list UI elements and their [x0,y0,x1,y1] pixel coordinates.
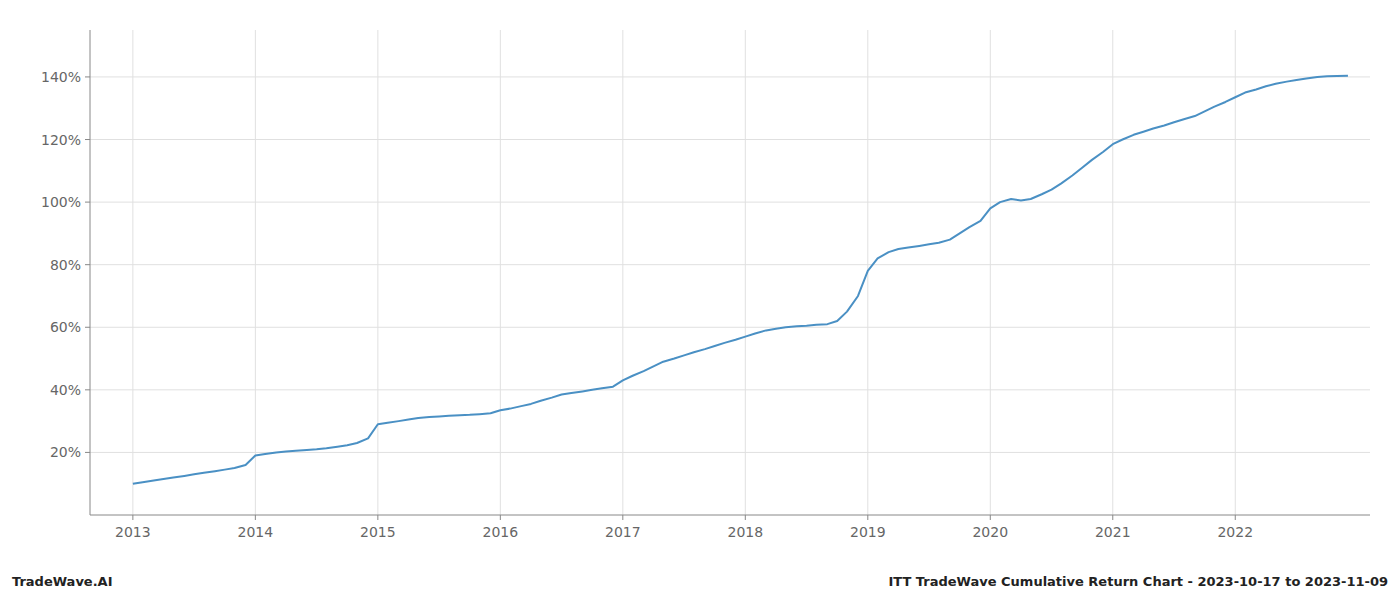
x-tick [377,515,378,520]
x-tick-label: 2020 [972,524,1008,540]
y-tick [85,452,90,453]
x-tick [990,515,991,520]
x-axis-line [90,515,1370,516]
page: {"chart_data": {"type": "line", "title":… [0,0,1400,600]
x-tick-label: 2013 [115,524,151,540]
y-axis-line [90,30,91,515]
x-tick [745,515,746,520]
chart: 20% 40% 60% 80% 100% 120% 140% 2013 2014 2015 2016… [0,0,1400,600]
y-tick [85,264,90,265]
y-tick [85,202,90,203]
x-tick [132,515,133,520]
footer-left: TradeWave.AI [12,574,113,589]
x-tick-label: 2016 [483,524,519,540]
y-tick-label: 40% [50,382,81,398]
y-tick-label: 80% [50,257,81,273]
y-tick-label: 20% [50,444,81,460]
x-tick-label: 2021 [1095,524,1131,540]
x-tick-label: 2015 [360,524,396,540]
x-tick-label: 2017 [605,524,641,540]
x-tick-label: 2014 [238,524,274,540]
y-grid-line [90,327,1370,328]
x-grid-line [377,30,378,515]
x-grid-line [500,30,501,515]
x-tick-label: 2022 [1217,524,1253,540]
y-grid-line [90,264,1370,265]
y-tick-label: 140% [41,69,81,85]
x-tick [500,515,501,520]
grid [90,30,1370,515]
y-grid-line [90,202,1370,203]
y-tick-label: 120% [41,132,81,148]
y-tick-label: 100% [41,194,81,210]
x-tick-label: 2019 [850,524,886,540]
axes: 20% 40% 60% 80% 100% 120% 140% 2013 2014 2015 2016… [41,30,1370,540]
x-grid-line [745,30,746,515]
y-tick [85,327,90,328]
y-tick [85,76,90,77]
x-grid-line [1235,30,1236,515]
y-tick-label: 60% [50,319,81,335]
data [133,76,1348,484]
x-grid-line [132,30,133,515]
y-grid-line [90,139,1370,140]
x-tick [1235,515,1236,520]
x-grid-line [1112,30,1113,515]
x-tick [622,515,623,520]
y-grid-line [90,389,1370,390]
title: ITT TradeWave Cumulative Return Chart - … [888,574,1388,589]
x-tick [1112,515,1113,520]
y-tick [85,389,90,390]
x-grid-line [622,30,623,515]
x-grid-line [990,30,991,515]
x-grid-line [255,30,256,515]
y-tick [85,139,90,140]
x-tick [867,515,868,520]
x-tick-label: 2018 [727,524,763,540]
x-tick [255,515,256,520]
y-grid-line [90,76,1370,77]
line [133,76,1348,484]
